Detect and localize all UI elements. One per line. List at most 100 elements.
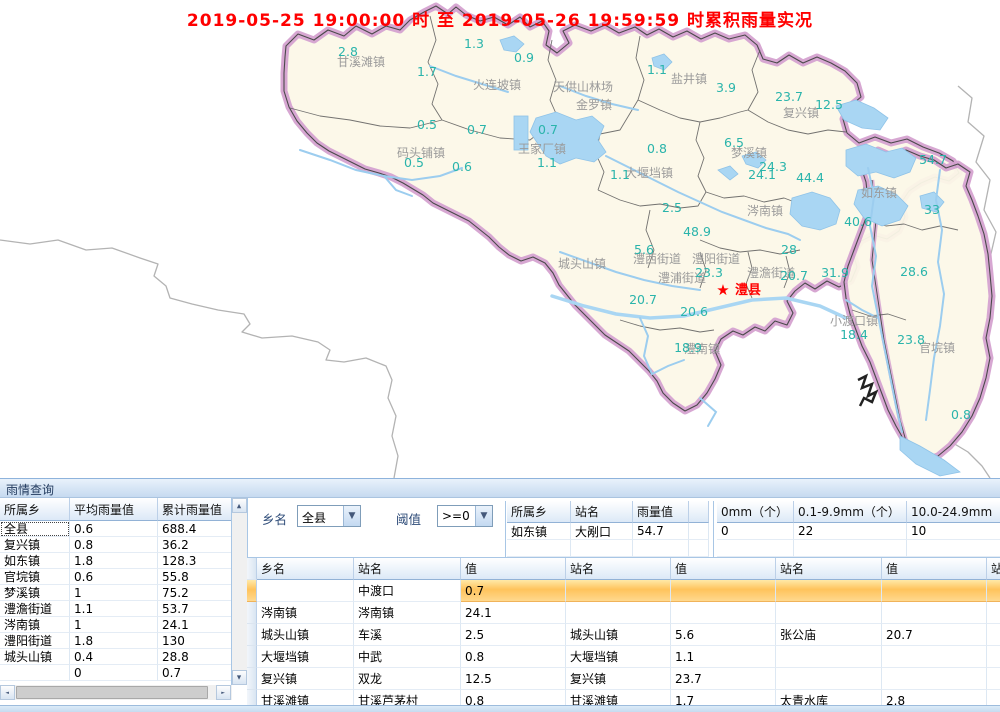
hscroll-thumb[interactable] <box>16 686 208 699</box>
table-row[interactable]: 城头山镇 车溪 2.5 城头山镇 5.6 张公庙 20.7 <box>247 624 1000 646</box>
row-header-cell[interactable] <box>247 646 257 668</box>
table-row[interactable]: 大堰垱镇 中武 0.8 大堰垱镇 1.1 <box>247 646 1000 668</box>
scroll-down-button[interactable]: ▼ <box>232 670 247 685</box>
table-cell: 复兴镇 <box>0 537 70 553</box>
table-row[interactable]: 如东镇 1.8 128.3 <box>0 553 231 569</box>
table-cell: 53.7 <box>158 601 231 617</box>
table-row[interactable]: 涔南镇 1 24.1 <box>0 617 231 633</box>
column-header[interactable]: 乡名 <box>257 558 354 580</box>
column-header[interactable]: 0mm（个） <box>717 501 794 523</box>
column-header[interactable]: 值 <box>671 558 776 580</box>
summary-grid-hscrollbar[interactable]: ◄ ► <box>0 685 232 700</box>
row-header-cell[interactable] <box>247 580 257 602</box>
chevron-down-icon[interactable]: ▼ <box>343 506 360 526</box>
table-cell <box>633 540 689 557</box>
table-row[interactable]: 0 0.7 <box>0 665 231 681</box>
column-header[interactable]: 10.0-24.9mm（个） <box>907 501 1000 523</box>
table-cell: 太青水库 <box>776 690 882 705</box>
controls-divider <box>505 501 506 558</box>
table-cell: 张公庙 <box>776 624 882 646</box>
chevron-down-icon[interactable]: ▼ <box>475 506 492 526</box>
table-cell <box>776 580 882 602</box>
scroll-left-button[interactable]: ◄ <box>0 685 15 700</box>
table-cell <box>257 580 354 602</box>
table-row[interactable]: 复兴镇 0.8 36.2 <box>0 537 231 553</box>
column-header[interactable]: 站名 <box>987 558 1000 580</box>
row-header-cell[interactable] <box>247 668 257 690</box>
column-header[interactable]: 所属乡 <box>507 501 571 523</box>
column-header[interactable]: 站名 <box>776 558 882 580</box>
table-row[interactable]: 城头山镇 0.4 28.8 <box>0 649 231 665</box>
column-header[interactable]: 站名 <box>566 558 671 580</box>
table-row[interactable]: 甘溪滩镇 甘溪芦茅村 0.8 甘溪滩镇 1.7 太青水库 2.8 <box>247 690 1000 705</box>
town-label: 小渡口镇 <box>830 313 878 328</box>
threshold-filter-combo[interactable]: >=0 ▼ <box>437 505 493 527</box>
town-label: 码头铺镇 <box>397 146 445 160</box>
rainfall-value-label: 1.1 <box>610 167 630 182</box>
table-row[interactable]: 官垸镇 0.6 55.8 <box>0 569 231 585</box>
rainfall-value-label: 20.7 <box>629 292 657 307</box>
neighbor-boundaries <box>0 85 997 479</box>
rivers <box>299 65 946 433</box>
table-cell <box>566 602 671 624</box>
table-cell: 20.7 <box>882 624 987 646</box>
rainfall-value-label: 0.5 <box>404 155 424 170</box>
town-filter-combo[interactable]: 全县 ▼ <box>297 505 361 527</box>
stream-cluster <box>857 373 879 407</box>
column-header[interactable]: 站名 <box>571 501 633 523</box>
table-cell: 0 <box>717 523 794 540</box>
row-header-cell[interactable] <box>247 624 257 646</box>
column-header[interactable]: 值 <box>882 558 987 580</box>
column-header[interactable]: 所属乡 <box>0 498 70 521</box>
table-row[interactable]: 全县 0.6 688.4 <box>0 521 231 537</box>
table-row[interactable]: 如东镇 大剐口 54.7 <box>507 523 712 540</box>
column-header[interactable]: 平均雨量值 <box>70 498 158 521</box>
table-row[interactable]: 中渡口 0.7 <box>247 580 1000 602</box>
column-header[interactable]: 值 <box>461 558 566 580</box>
column-header[interactable] <box>689 501 709 523</box>
table-cell: 车溪 <box>354 624 461 646</box>
table-cell: 22 <box>794 523 907 540</box>
table-cell: 1.1 <box>70 601 158 617</box>
table-row[interactable]: 梦溪镇 1 75.2 <box>0 585 231 601</box>
table-cell: 23.7 <box>671 668 776 690</box>
table-cell: 1.8 <box>70 553 158 569</box>
column-header[interactable]: 0.1-9.9mm（个） <box>794 501 907 523</box>
table-cell: 甘溪滩镇 <box>566 690 671 705</box>
column-header[interactable]: 站名 <box>354 558 461 580</box>
town-label: 大堰垱镇 <box>625 166 673 180</box>
table-row[interactable]: 0 22 10 <box>717 523 1000 540</box>
table-row[interactable] <box>507 540 712 557</box>
town-label: 澧西街道 <box>633 252 681 266</box>
table-row[interactable]: 涔南镇 涔南镇 24.1 <box>247 602 1000 624</box>
grid-header-row: 0mm（个）0.1-9.9mm（个）10.0-24.9mm（个） <box>717 501 1000 523</box>
table-cell <box>907 540 1000 557</box>
county-seat-star-icon: ★ <box>716 281 729 299</box>
summary-grid-vscrollbar[interactable]: ▲ ▼ <box>232 498 247 685</box>
scroll-up-button[interactable]: ▲ <box>232 498 247 513</box>
scroll-right-button[interactable]: ► <box>216 685 231 700</box>
table-row[interactable]: 澧澹街道 1.1 53.7 <box>0 601 231 617</box>
row-header-cell[interactable] <box>247 602 257 624</box>
table-cell: 如东镇 <box>0 553 70 569</box>
table-row[interactable]: 澧阳街道 1.8 130 <box>0 633 231 649</box>
rainfall-value-label: 12.5 <box>815 97 843 112</box>
column-header[interactable]: 雨量值 <box>633 501 689 523</box>
rainfall-value-label: 0.7 <box>538 122 558 137</box>
row-header-cell[interactable] <box>247 690 257 705</box>
rainfall-value-label: 23.3 <box>695 265 723 280</box>
table-cell <box>507 540 571 557</box>
table-row[interactable]: 复兴镇 双龙 12.5 复兴镇 23.7 <box>247 668 1000 690</box>
rainfall-value-label: 24.3 <box>759 159 787 174</box>
town-label: 梦溪镇 <box>731 146 767 160</box>
table-cell: 28.8 <box>158 649 231 665</box>
table-cell: 0.7 <box>158 665 231 681</box>
table-row[interactable] <box>717 540 1000 557</box>
rainfall-value-label: 33 <box>924 202 940 217</box>
town-label: 甘溪滩镇 <box>337 55 385 69</box>
table-cell <box>717 540 794 557</box>
column-header[interactable]: 累计雨量值 <box>158 498 231 521</box>
